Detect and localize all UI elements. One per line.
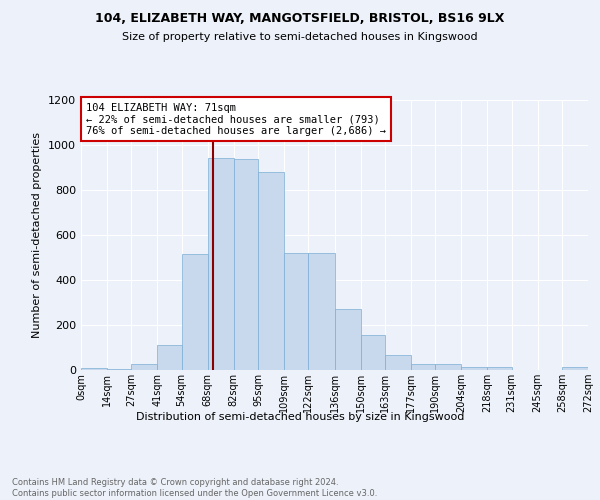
Text: Distribution of semi-detached houses by size in Kingswood: Distribution of semi-detached houses by … [136,412,464,422]
Bar [411,364,435,370]
Y-axis label: Number of semi-detached properties: Number of semi-detached properties [32,132,43,338]
Bar [131,364,157,370]
Bar [81,368,107,370]
Bar [562,368,588,370]
Bar [234,159,258,370]
Text: Size of property relative to semi-detached houses in Kingswood: Size of property relative to semi-detach… [122,32,478,42]
Text: 104, ELIZABETH WAY, MANGOTSFIELD, BRISTOL, BS16 9LX: 104, ELIZABETH WAY, MANGOTSFIELD, BRISTO… [95,12,505,26]
Bar [435,364,461,370]
Text: 104 ELIZABETH WAY: 71sqm
← 22% of semi-detached houses are smaller (793)
76% of : 104 ELIZABETH WAY: 71sqm ← 22% of semi-d… [86,102,386,136]
Bar [258,172,284,370]
Bar [107,369,131,370]
Bar [487,368,512,370]
Bar [157,344,182,370]
Bar [335,309,361,370]
Bar [385,354,411,370]
Bar [208,158,234,370]
Bar [284,252,308,370]
Bar [308,253,335,370]
Bar [461,366,487,370]
Bar [182,254,208,370]
Bar [361,336,385,370]
Text: Contains HM Land Registry data © Crown copyright and database right 2024.
Contai: Contains HM Land Registry data © Crown c… [12,478,377,498]
